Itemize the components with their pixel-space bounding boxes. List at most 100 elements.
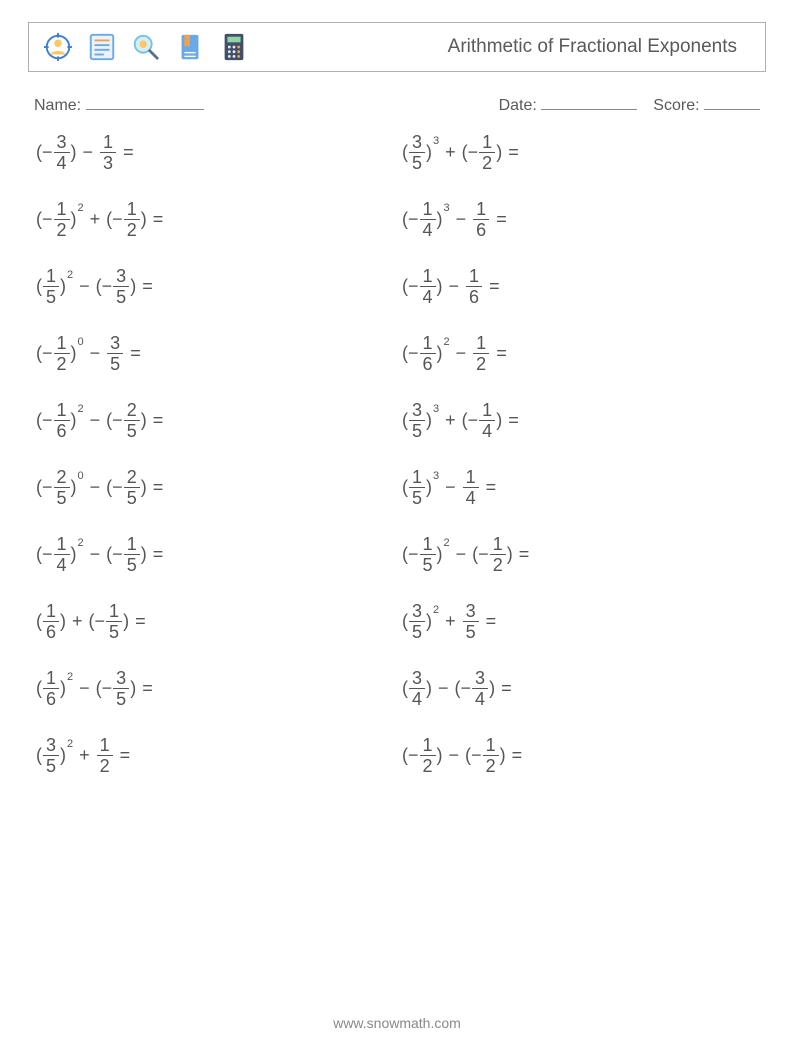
- fraction: 12: [54, 334, 70, 373]
- problem: (−12)0−35 =: [36, 334, 392, 373]
- exponent: 2: [444, 537, 450, 549]
- fraction: 15: [409, 468, 425, 507]
- header: Arithmetic of Fractional Exponents: [28, 22, 766, 72]
- operator: −: [90, 410, 101, 431]
- fraction: 35: [409, 401, 425, 440]
- exponent: 2: [78, 202, 84, 214]
- term: (−12): [402, 736, 443, 775]
- equals: =: [120, 745, 131, 766]
- fraction: 25: [54, 468, 70, 507]
- problem: (−34)−13=: [36, 133, 392, 172]
- problem: (35)3+(−14)=: [402, 401, 758, 440]
- fraction: 35: [409, 602, 425, 641]
- term: (−12): [472, 535, 513, 574]
- problem: (−12)2+(−12)=: [36, 200, 392, 239]
- fraction: 35: [113, 669, 129, 708]
- problem: (−12)−(−12)=: [402, 736, 758, 775]
- exponent: 0: [78, 336, 84, 348]
- term: (−35): [96, 267, 137, 306]
- equals: =: [486, 611, 497, 632]
- fraction: 12: [490, 535, 506, 574]
- equals: =: [496, 209, 507, 230]
- fraction: 34: [409, 669, 425, 708]
- fraction: 12: [473, 334, 489, 373]
- problem: (−25)0−(−25)=: [36, 468, 392, 507]
- score-field: Score:: [653, 92, 760, 115]
- fraction: 16: [43, 669, 59, 708]
- equals: =: [142, 678, 153, 699]
- term: (−15): [89, 602, 130, 641]
- score-label: Score:: [653, 97, 699, 114]
- bookmark-doc-icon: [175, 32, 205, 62]
- term: (−16)2: [402, 334, 450, 373]
- exponent: 3: [444, 202, 450, 214]
- exponent: 2: [67, 671, 73, 683]
- fraction: 12: [479, 133, 495, 172]
- fraction: 14: [420, 267, 436, 306]
- exponent: 2: [67, 738, 73, 750]
- name-blank[interactable]: [86, 92, 204, 110]
- equals: =: [153, 544, 164, 565]
- operator: −: [449, 745, 460, 766]
- date-blank[interactable]: [541, 92, 637, 110]
- fraction: 14: [54, 535, 70, 574]
- fraction: 15: [420, 535, 436, 574]
- exponent: 0: [78, 470, 84, 482]
- term: (34): [402, 669, 432, 708]
- exponent: 3: [433, 470, 439, 482]
- fraction: 25: [124, 468, 140, 507]
- fraction: 25: [124, 401, 140, 440]
- fraction: 16: [466, 267, 482, 306]
- fraction: 35: [463, 602, 479, 641]
- term: (−34): [36, 133, 77, 172]
- term: (−12)0: [36, 334, 84, 373]
- problem: (16)+(−15)=: [36, 602, 392, 641]
- equals: =: [153, 209, 164, 230]
- fraction: 12: [97, 736, 113, 775]
- term: (−14): [402, 267, 443, 306]
- term: (−15): [106, 535, 147, 574]
- fraction: 12: [420, 736, 436, 775]
- footer: www.snowmath.com: [0, 1015, 794, 1031]
- term: (−12): [465, 736, 506, 775]
- fraction: 16: [420, 334, 436, 373]
- info-row: Name: Date: Score:: [28, 92, 766, 115]
- problem: (−16)2−12=: [402, 334, 758, 373]
- equals: =: [486, 477, 497, 498]
- term: (35)2: [402, 602, 439, 641]
- equals: =: [142, 276, 153, 297]
- magnifier-icon: [131, 32, 161, 62]
- operator: +: [445, 142, 456, 163]
- fraction: 35: [107, 334, 123, 373]
- name-field: Name:: [34, 92, 204, 115]
- date-field: Date:: [499, 92, 638, 115]
- score-blank[interactable]: [704, 92, 760, 110]
- operator: −: [90, 477, 101, 498]
- operator: −: [79, 678, 90, 699]
- exponent: 2: [78, 537, 84, 549]
- operator: −: [90, 343, 101, 364]
- problem: (−14)3−16=: [402, 200, 758, 239]
- problem: (−15)2−(−12)=: [402, 535, 758, 574]
- problem: (15)3−14=: [402, 468, 758, 507]
- fraction: 12: [483, 736, 499, 775]
- equals: =: [519, 544, 530, 565]
- term: (35)3: [402, 133, 439, 172]
- equals: =: [130, 343, 141, 364]
- page-title: Arithmetic of Fractional Exponents: [448, 36, 737, 58]
- term: (−12): [106, 200, 147, 239]
- equals: =: [153, 410, 164, 431]
- fraction: 15: [124, 535, 140, 574]
- operator: +: [90, 209, 101, 230]
- term: (35)2: [36, 736, 73, 775]
- term: (−14)3: [402, 200, 450, 239]
- equals: =: [135, 611, 146, 632]
- operator: +: [79, 745, 90, 766]
- worksheet-page: Arithmetic of Fractional Exponents Name:…: [0, 0, 794, 1053]
- fraction: 35: [409, 133, 425, 172]
- header-icons: [43, 32, 249, 62]
- operator: −: [79, 276, 90, 297]
- equals: =: [508, 410, 519, 431]
- exponent: 2: [433, 604, 439, 616]
- operator: −: [90, 544, 101, 565]
